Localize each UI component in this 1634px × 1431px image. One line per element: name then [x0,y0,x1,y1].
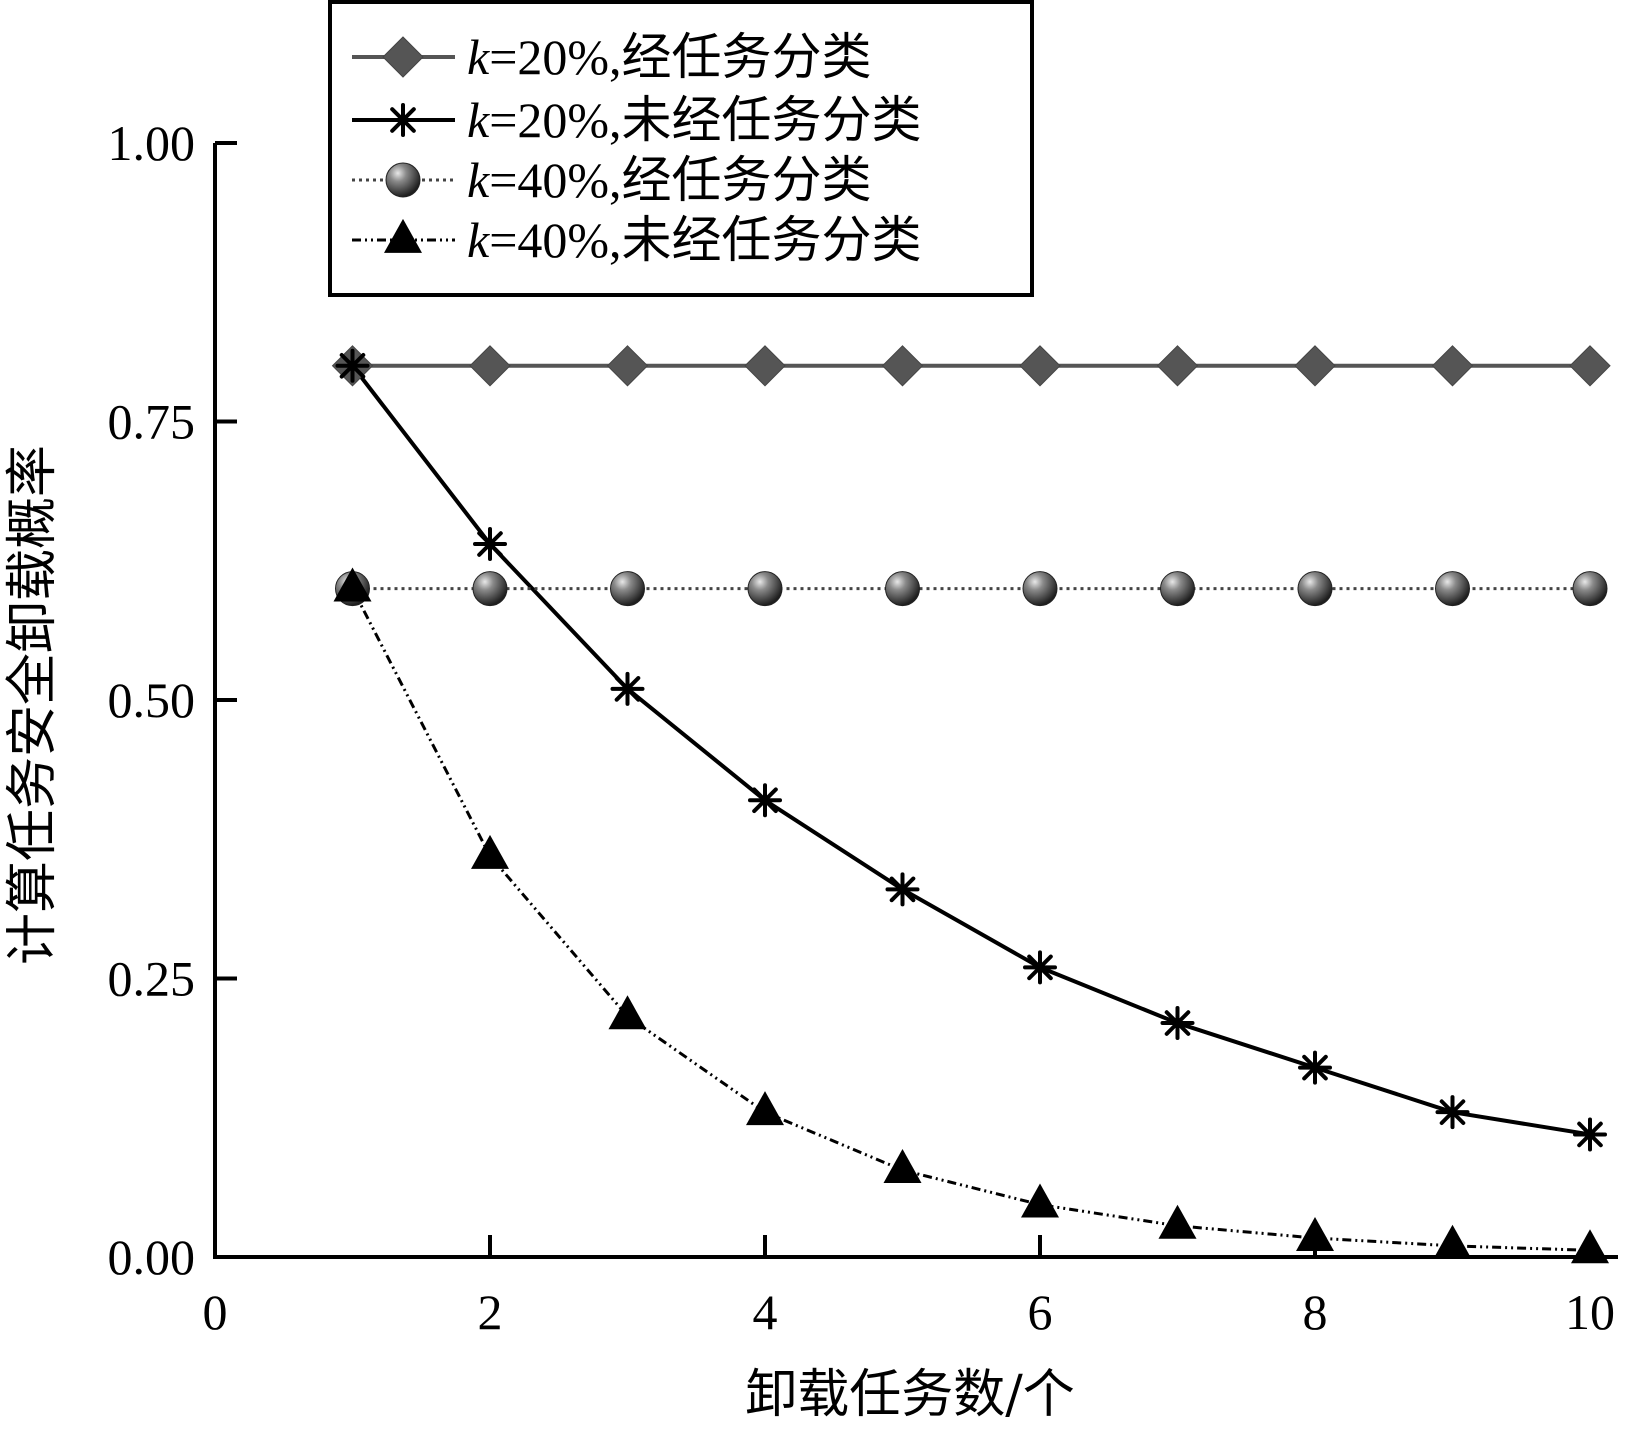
legend-item-4: k=40%,未经任务分类 [352,212,922,268]
series-1-point [1294,345,1336,387]
series-1-point [469,345,511,387]
series-2-point [1298,1050,1332,1085]
y-tick-label: 0.00 [108,1229,196,1285]
series-markers [331,345,1611,1264]
series-3-point [1297,571,1333,607]
y-tick-label: 1.00 [108,115,196,171]
series-1-point [606,345,649,387]
y-axis-title: 计算任务安全卸载概率 [3,445,63,965]
series-line-4 [351,587,1591,1252]
series-4-point [471,834,509,869]
series-line-2 [350,364,1591,1137]
series-2-point [885,872,920,907]
series-1-point [1569,345,1611,387]
x-tick-label: 4 [753,1284,778,1340]
series-3-point [1022,571,1058,607]
series-1-point [1156,345,1199,387]
legend-label: k=40%,未经任务分类 [467,212,922,268]
legend-marker [382,36,424,78]
series-4-point [883,1149,922,1184]
series-3-point [472,571,508,607]
series-3-point [610,571,645,607]
series-3-point [885,571,920,607]
series-3-point [1160,571,1195,607]
x-tick-label: 0 [203,1284,228,1340]
series-1-point [881,345,924,387]
y-tick-label: 0.75 [108,394,196,450]
legend: k=20%,经任务分类 k=20%,未经任务分类k=40%,经任务分类k=40%,… [328,0,1034,297]
series-3-point [1435,571,1470,607]
y-ticks: 0.00 0.25 0.50 0.75 1.00 [108,115,237,1285]
x-tick-label: 2 [478,1284,503,1340]
series-1-point [744,345,786,387]
legend-marker [386,103,420,137]
legend-marker [385,162,421,198]
legend-item-3: k=40%,经任务分类 [352,152,872,208]
series-4-point [1158,1204,1197,1239]
series-2-point [1023,950,1057,985]
series-3-point [747,571,783,607]
series-1-point [1019,345,1061,387]
y-tick-label: 0.25 [108,951,196,1007]
series-4-point [1296,1216,1334,1251]
legend-label: k=20%,未经任务分类 [467,92,922,148]
legend-label: k=20%,经任务分类 [467,29,872,85]
legend-marker [384,218,422,253]
series-1-point [1431,345,1474,387]
series-2-point [1160,1006,1195,1041]
series-4-point [1571,1229,1609,1264]
series-2-point [1435,1095,1470,1130]
legend-item-1: k=20%,经任务分类 [352,29,872,85]
series-4-point [1433,1224,1472,1259]
series-2-point [335,348,370,383]
x-ticks: 0 2 4 6 8 10 [203,1235,1615,1340]
series-2-point [610,671,645,706]
legend-label: k=40%,经任务分类 [467,152,872,208]
legend-box [328,0,1034,297]
series-4-point [333,567,372,602]
x-tick-label: 8 [1303,1284,1328,1340]
series-4-point [746,1091,784,1126]
series-2-point [1573,1117,1607,1152]
series-4-point [608,995,647,1030]
x-tick-label: 10 [1565,1284,1615,1340]
x-axis-title: 卸载任务数/个 [745,1365,1075,1425]
legend-item-2: k=20%,未经任务分类 [352,92,922,148]
x-tick-label: 6 [1028,1284,1053,1340]
series-2-point [748,783,782,818]
y-tick-label: 0.50 [108,672,196,728]
series-2-point [473,527,507,562]
series-lines [350,363,1591,1252]
series-4-point [1021,1183,1059,1218]
series-3-point [1572,571,1608,607]
